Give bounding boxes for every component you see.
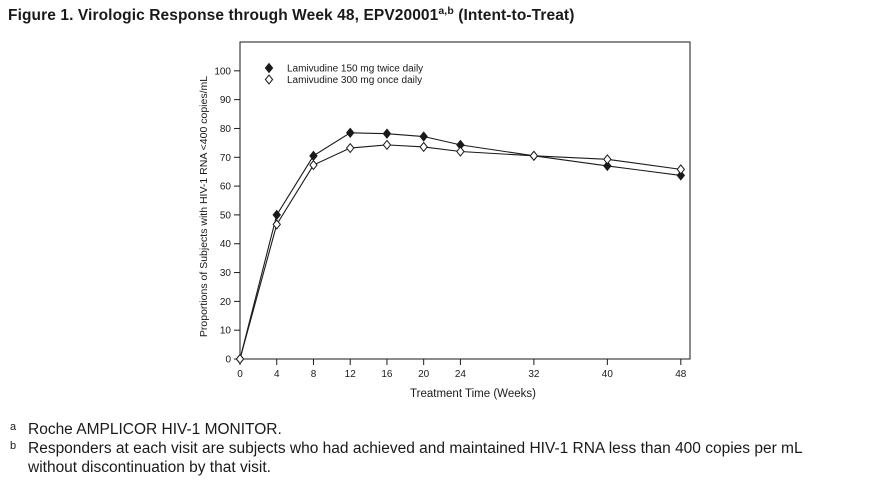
y-tick-label: 100: [214, 66, 231, 77]
data-point-series-2: [345, 142, 355, 154]
x-tick-label: 40: [602, 369, 614, 380]
series-line-1: [239, 132, 681, 360]
y-tick-label: 60: [220, 182, 232, 193]
y-tick-label: 30: [220, 268, 232, 279]
footnote-a-text: Roche AMPLICOR HIV-1 MONITOR.: [28, 421, 282, 438]
footnote-a: a Roche AMPLICOR HIV-1 MONITOR.: [10, 420, 880, 439]
y-tick-label: 0: [225, 355, 231, 366]
series-line-2: [239, 144, 681, 360]
x-tick-label: 0: [237, 369, 243, 380]
figure-title: Figure 1. Virologic Response through Wee…: [8, 5, 574, 25]
footnote-b-text-continued: without discontinuation by that visit.: [28, 459, 271, 476]
y-tick-label: 10: [220, 326, 232, 337]
footnote-b-mark: b: [10, 440, 17, 452]
x-tick-label: 48: [675, 369, 687, 380]
y-axis-label: Proportions of Subjects with HIV-1 RNA <…: [198, 76, 210, 337]
figure-title-superscript: a,b: [438, 5, 454, 17]
x-tick-label: 20: [418, 369, 430, 380]
data-point-series-2: [603, 154, 612, 165]
legend-label-series-1: Lamivudine 150 mg twice daily: [287, 64, 423, 75]
footnote-a-mark: a: [10, 421, 17, 433]
footnote-b-continued: without discontinuation by that visit.: [10, 458, 880, 477]
figure-title-tail: (Intent-to-Treat): [453, 7, 575, 24]
legend-marker-series-1: [264, 62, 274, 74]
data-point-series-2: [272, 219, 281, 230]
plot-frame: [239, 41, 691, 360]
data-point-series-2: [309, 159, 318, 171]
y-tick-label: 50: [220, 210, 232, 221]
data-point-series-2: [419, 141, 428, 153]
data-point-series-1: [382, 128, 392, 139]
legend-label-series-2: Lamivudine 300 mg once daily: [287, 75, 422, 86]
x-tick-label: 32: [528, 369, 540, 380]
data-point-series-2: [529, 150, 539, 162]
footnote-b: b Responders at each visit are subjects …: [10, 439, 880, 458]
y-tick-label: 40: [220, 239, 232, 250]
data-point-series-1: [419, 131, 428, 142]
x-tick-label: 16: [381, 369, 393, 380]
x-tick-label: 24: [455, 369, 467, 380]
footnote-b-text: Responders at each visit are subjects wh…: [28, 440, 803, 457]
x-tick-label: 12: [345, 369, 357, 380]
data-point-series-1: [603, 160, 612, 172]
data-point-series-2: [676, 164, 686, 175]
data-point-series-1: [676, 170, 686, 181]
data-point-series-2: [456, 146, 465, 157]
data-point-series-2: [382, 139, 392, 151]
x-axis-label: Treatment Time (Weeks): [410, 388, 536, 400]
y-tick-label: 20: [220, 297, 232, 308]
legend-marker-series-2: [264, 74, 274, 85]
y-tick-label: 70: [220, 153, 232, 164]
y-tick-label: 90: [220, 95, 232, 106]
footnotes: a Roche AMPLICOR HIV-1 MONITOR. b Respon…: [10, 420, 880, 477]
y-tick-label: 80: [220, 124, 232, 135]
data-point-series-1: [345, 127, 355, 138]
figure-title-main: Figure 1. Virologic Response through Wee…: [8, 7, 439, 24]
data-point-series-2: [235, 353, 245, 365]
x-tick-label: 8: [311, 369, 317, 380]
x-tick-label: 4: [274, 369, 280, 380]
